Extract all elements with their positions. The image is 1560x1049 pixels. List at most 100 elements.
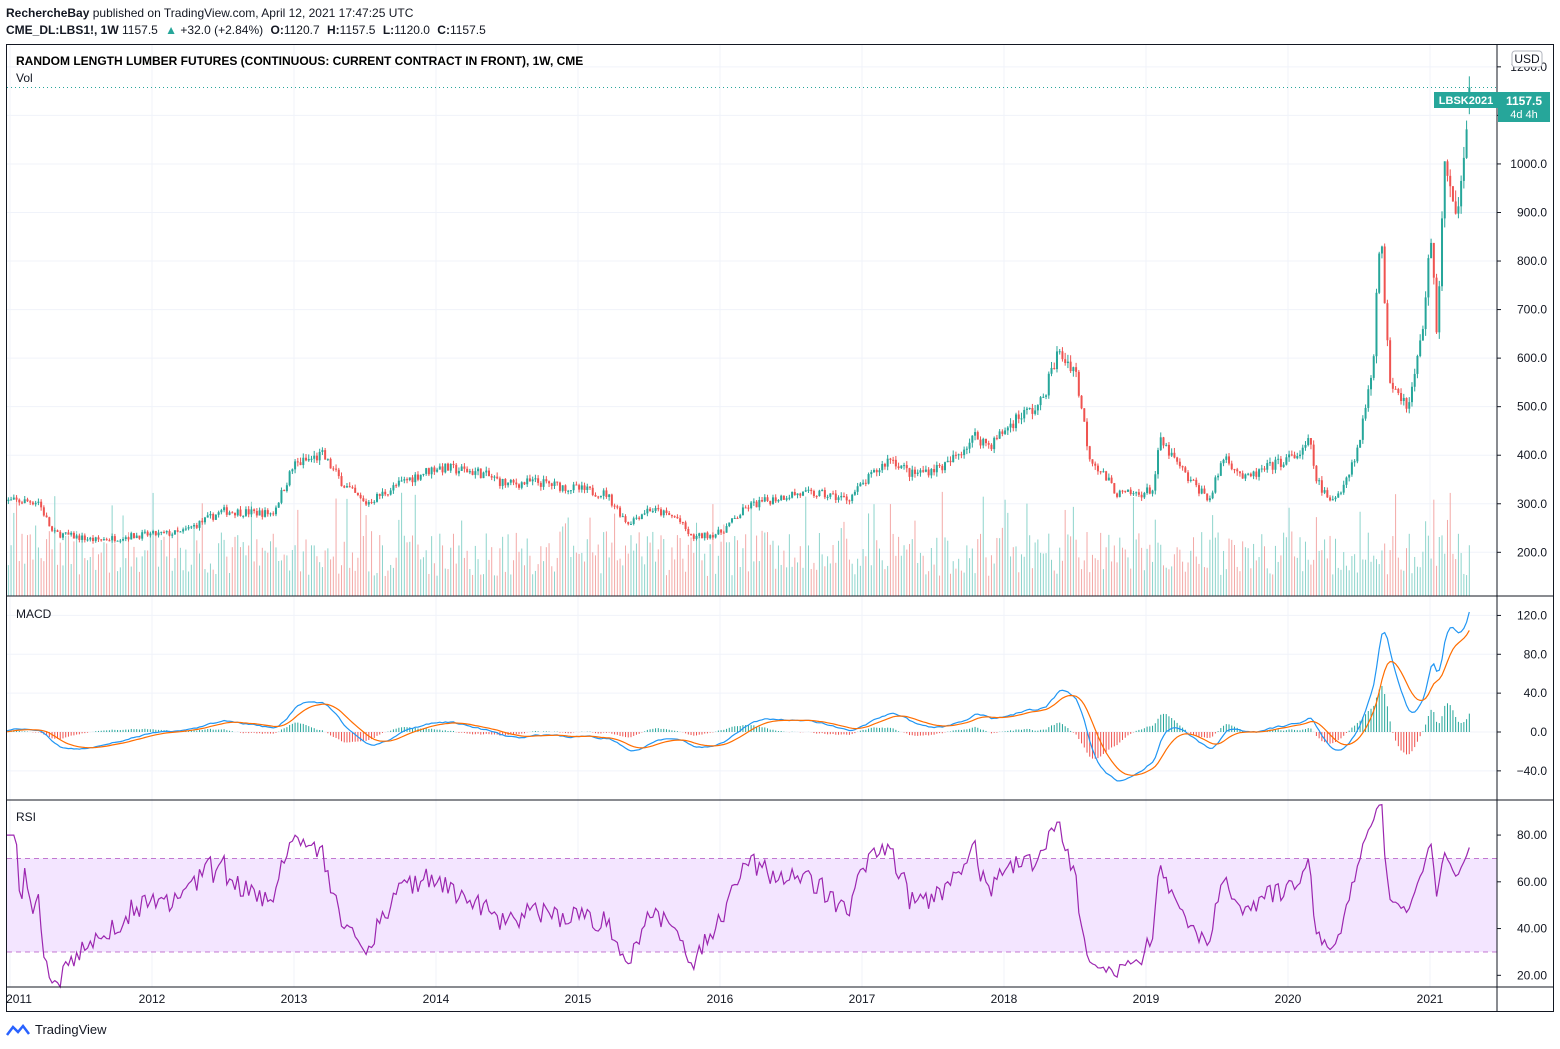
volume-bar — [1020, 554, 1022, 596]
candle-body — [1413, 373, 1416, 387]
macd-histogram-bar — [259, 732, 261, 734]
macd-histogram-bar — [914, 732, 916, 736]
candle-body — [1148, 487, 1151, 494]
candle-body — [149, 533, 152, 536]
candle-body — [64, 532, 67, 534]
candle-body — [875, 470, 878, 473]
symbol-label[interactable]: CME_DL:LBS1!, 1W — [6, 23, 119, 37]
grid-lines — [7, 45, 1497, 987]
macd-histogram-bar — [267, 732, 269, 734]
macd-histogram-bar — [1444, 705, 1446, 732]
footer-brand[interactable]: TradingView — [6, 1022, 107, 1037]
volume-bar — [1040, 552, 1042, 596]
candle-body — [957, 454, 960, 456]
volume-bar — [794, 557, 796, 596]
volume-bar — [949, 573, 951, 596]
volume-bar — [515, 532, 517, 596]
volume-bar — [545, 547, 547, 596]
volume-bar — [472, 574, 474, 596]
candle-body — [802, 491, 805, 496]
candle-body — [731, 518, 734, 523]
volume-bar — [1089, 572, 1091, 596]
candle-body — [539, 482, 542, 487]
currency-badge[interactable]: USD — [1511, 50, 1543, 68]
volume-bar — [1173, 554, 1175, 596]
macd-histogram-bar — [646, 729, 648, 732]
candle-body — [490, 476, 493, 478]
volume-bar — [480, 574, 482, 596]
chart-canvas[interactable]: 2011 2012 2013 2014 2015 2016 2017 2018 2019 2020… — [7, 45, 1553, 1011]
volume-bar — [1307, 559, 1309, 596]
candle-body — [1337, 493, 1340, 498]
volume-bar — [674, 559, 676, 596]
macd-histogram-bar — [1455, 716, 1457, 732]
volume-bar — [1138, 533, 1140, 596]
candle-body — [1217, 475, 1220, 478]
candle-body — [460, 466, 463, 471]
volume-bar — [305, 539, 307, 596]
volume-bar — [1452, 553, 1454, 596]
candle-body — [1296, 456, 1299, 459]
candle-body — [1449, 175, 1452, 187]
candle-body — [1342, 484, 1345, 493]
volume-bar — [1455, 559, 1457, 596]
candle-body — [239, 509, 242, 516]
candle-body — [924, 469, 927, 472]
macd-histogram-bar — [1154, 723, 1156, 732]
candle-body — [42, 507, 45, 516]
macd-histogram-bar — [731, 726, 733, 732]
volume-bar — [1064, 509, 1066, 596]
candle-body — [564, 485, 567, 491]
candle-body — [791, 492, 794, 498]
volume-bar — [1422, 551, 1424, 596]
macd-histogram-bar — [616, 732, 618, 735]
candle-body — [583, 485, 586, 490]
volume-bar — [406, 542, 408, 596]
candle-body — [826, 496, 829, 498]
volume-bar — [417, 544, 419, 596]
volume-bar — [218, 543, 220, 596]
candle-body — [1143, 493, 1146, 498]
macd-histogram-bar — [1307, 728, 1309, 732]
chart-frame[interactable]: 2011 2012 2013 2014 2015 2016 2017 2018 2019 2020… — [6, 44, 1554, 1012]
volume-bar — [335, 498, 337, 596]
candle-body — [785, 498, 788, 500]
macd-histogram-bar — [1102, 732, 1104, 754]
volume-bar — [1102, 569, 1104, 596]
candle-body — [1241, 473, 1244, 479]
volume-bar — [690, 537, 692, 596]
macd-histogram-bar — [862, 729, 864, 732]
macd-histogram-bar — [436, 729, 438, 732]
volume-bar — [466, 550, 468, 596]
last-price-badge: 1157.5 4d 4h — [1498, 92, 1550, 122]
author[interactable]: RechercheBay — [6, 6, 90, 20]
macd-histogram-bar — [207, 729, 209, 732]
candle-body — [507, 482, 510, 486]
candle-body — [1249, 473, 1252, 477]
macd-histogram-bar — [510, 732, 512, 735]
candle-body — [913, 469, 916, 474]
last-price: 1157.5 — [122, 23, 158, 37]
macd-histogram-bar — [838, 732, 840, 735]
macd-histogram-bar — [73, 732, 75, 736]
macd-histogram-bar — [919, 732, 921, 736]
macd-histogram-bar — [133, 729, 135, 732]
candle-body — [269, 513, 272, 515]
candle-body — [504, 478, 507, 486]
x-tick-label: 2016 — [707, 992, 734, 1006]
candle-body — [916, 472, 919, 474]
macd-histogram-bar — [248, 732, 250, 734]
candle-body — [395, 485, 398, 487]
macd-histogram-bar — [291, 723, 293, 732]
macd-tick-label: 40.0 — [1524, 686, 1548, 700]
volume-bar — [652, 531, 654, 596]
candle-body — [1348, 474, 1351, 478]
macd-histogram-bar — [428, 728, 430, 732]
macd-histogram-bar — [622, 732, 624, 737]
volume-bar — [275, 547, 277, 596]
macd-histogram-bar — [1411, 732, 1413, 752]
volume-bar — [1403, 570, 1405, 596]
macd-histogram-bar — [1449, 705, 1451, 732]
volume-bar — [622, 565, 624, 596]
volume-bar — [1444, 553, 1446, 596]
